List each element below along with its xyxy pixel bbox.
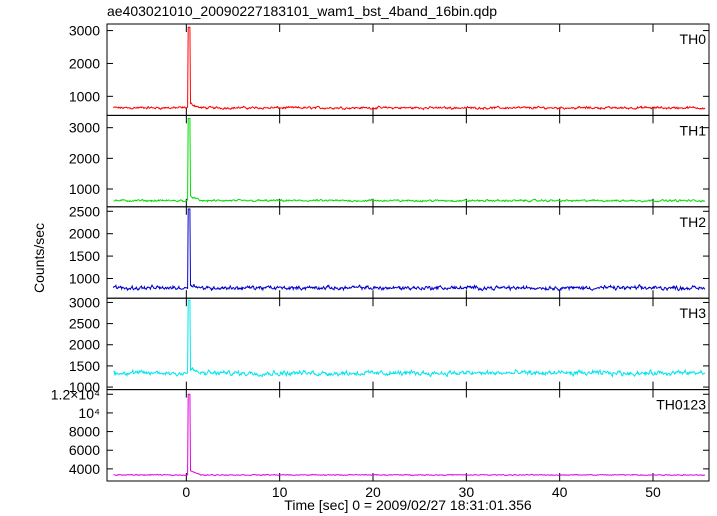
panel-label-TH0: TH0 (680, 31, 707, 47)
y-tick-label: 3000 (69, 294, 100, 310)
chart-title: ae403021010_20090227183101_wam1_bst_4ban… (107, 3, 497, 19)
series-line-TH2 (113, 208, 706, 292)
y-tick-label: 4000 (69, 461, 100, 477)
x-axis-label: Time [sec] 0 = 2009/02/27 18:31:01.356 (284, 497, 532, 513)
panel-label-TH3: TH3 (680, 305, 707, 321)
series-line-TH0123 (113, 393, 706, 477)
panel-label-TH2: TH2 (680, 214, 707, 230)
series-line-TH0 (113, 26, 706, 111)
x-tick-label: 40 (552, 484, 568, 500)
y-tick-label: 2000 (69, 150, 100, 166)
series-line-TH1 (113, 118, 706, 203)
series-line-TH3 (113, 299, 706, 378)
panel-label-TH1: TH1 (680, 122, 707, 138)
panel-label-TH0123: TH0123 (656, 397, 706, 413)
y-tick-label: 10⁴ (78, 405, 100, 421)
y-tick-label: 1000 (69, 379, 100, 395)
y-tick-label: 2000 (69, 337, 100, 353)
y-tick-label: 2000 (69, 55, 100, 71)
panel-frame-TH0123 (106, 389, 710, 482)
y-axis-label: Counts/sec (31, 223, 47, 293)
x-tick-label: 0 (182, 484, 190, 500)
y-tick-label: 1500 (69, 358, 100, 374)
y-tick-label: 1.2×10⁴ (51, 386, 100, 402)
y-tick-label: 6000 (69, 442, 100, 458)
x-tick-label: 20 (365, 484, 381, 500)
x-tick-label: 50 (645, 484, 661, 500)
y-tick-label: 3000 (69, 120, 100, 136)
y-tick-label: 2500 (69, 203, 100, 219)
y-tick-label: 1000 (69, 270, 100, 286)
y-tick-label: 1000 (69, 181, 100, 197)
y-tick-label: 1000 (69, 88, 100, 104)
y-tick-label: 1500 (69, 248, 100, 264)
y-tick-label: 2000 (69, 226, 100, 242)
panels-group: 1000 2000 3000 TH0 1000 2000 3000 TH1 1000 1500 20… (51, 23, 710, 500)
y-tick-label: 3000 (69, 23, 100, 39)
y-tick-label: 8000 (69, 424, 100, 440)
x-tick-label: 10 (272, 484, 288, 500)
y-tick-label: 2500 (69, 316, 100, 332)
x-tick-label: 30 (459, 484, 475, 500)
